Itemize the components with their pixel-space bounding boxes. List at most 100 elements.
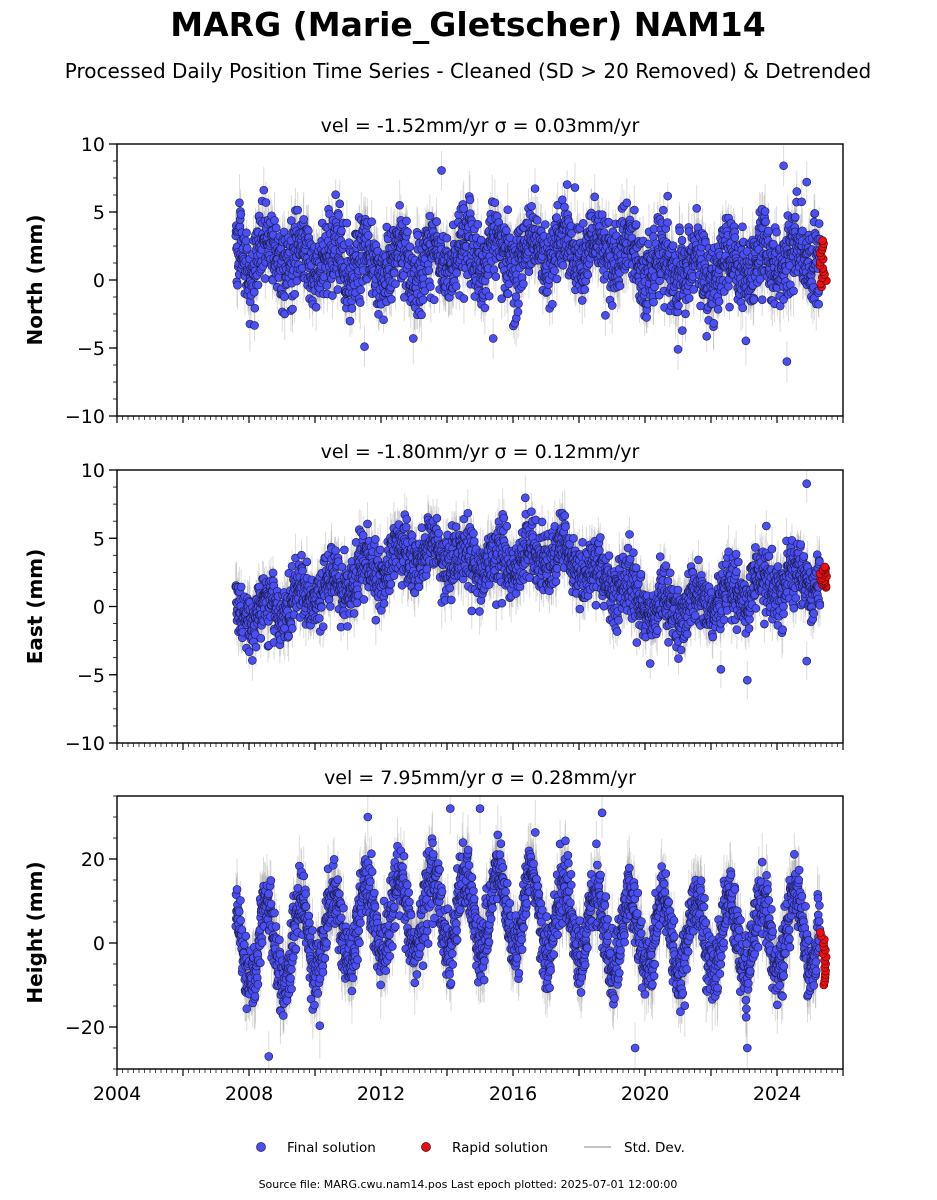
panel-title: vel = -1.52mm/yr σ = 0.03mm/yr [321,115,640,137]
final-solution-point [519,280,527,288]
final-solution-point [460,295,468,303]
final-solution-point [616,282,624,290]
final-solution-point [419,296,427,304]
final-solution-point [685,294,693,302]
final-solution-point [659,206,667,214]
final-solution-point [323,281,331,289]
final-solution-point [608,302,616,310]
final-solution-point [533,216,541,224]
final-solution-point [815,300,823,308]
final-solution-point [543,288,551,296]
figure-title: MARG (Marie_Gletscher) NAM14 [170,5,765,44]
final-solution-point [579,219,587,227]
final-solution-point [357,286,365,294]
final-solution-point [443,234,451,242]
final-solution-point [703,332,711,340]
final-solution-point [678,236,686,244]
final-solution-point [664,192,672,200]
final-solution-point [783,358,791,366]
final-solution-point [312,303,320,311]
final-solution-point [300,215,308,223]
final-solution-point [243,229,251,237]
final-solution-point [481,304,489,312]
figure-subtitle: Processed Daily Position Time Series - C… [65,59,871,83]
final-solution-point [780,162,788,170]
final-solution-point [739,304,747,312]
final-solution-point [289,305,297,313]
final-solution-point [261,275,269,283]
y-tick-label: 5 [93,202,105,224]
final-solution-point [674,345,682,353]
final-solution-point [234,281,242,289]
final-solution-point [336,200,344,208]
final-solution-point [438,166,446,174]
final-solution-point [571,184,579,192]
final-solution-point [452,282,460,290]
final-solution-point [380,316,388,324]
final-solution-point [815,220,823,228]
final-solution-point [426,212,434,220]
final-solution-point [260,186,268,194]
final-solution-point [346,317,354,325]
final-solution-point [361,343,369,351]
final-solution-point [345,239,353,247]
final-solution-point [332,191,340,199]
final-solution-point [756,275,764,283]
final-solution-point [430,296,438,304]
final-solution-point [674,302,682,310]
final-solution-point [291,290,299,298]
final-solution-point [402,217,410,225]
final-solution-point [294,206,302,214]
final-solution-point [649,233,657,241]
final-solution-point [558,196,566,204]
final-solution-point [406,243,414,251]
final-solution-point [237,211,245,219]
final-solution-point [492,273,500,281]
final-solution-point [601,311,609,319]
final-solution-point [425,267,433,275]
final-solution-point [489,334,497,342]
final-solution-point [714,305,722,313]
final-solution-point [584,271,592,279]
final-solution-point [581,286,589,294]
final-solution-point [343,219,351,227]
final-solution-point [348,304,356,312]
final-solution-point [272,224,280,232]
final-solution-point [251,304,259,312]
final-solution-point [235,199,243,207]
final-solution-point [623,199,631,207]
final-solution-point [742,337,750,345]
final-solution-point [750,296,758,304]
final-solution-point [678,327,686,335]
final-solution-point [762,218,770,226]
final-solution-point [793,188,801,196]
final-solution-point [337,227,345,235]
final-solution-point [403,228,411,236]
final-solution-point [710,319,718,327]
final-solution-point [676,227,684,235]
final-solution-point [541,221,549,229]
final-solution-point [731,234,739,242]
final-solution-point [803,178,811,186]
north-panel: vel = -1.52mm/yr σ = 0.03mm/yr North (mm)… [23,115,843,428]
final-solution-point [811,209,819,217]
final-solution-point [433,218,441,226]
final-solution-point [368,218,376,226]
final-solution-point [514,300,522,308]
y-tick-label: −10 [65,406,105,428]
final-solution-point [531,185,539,193]
final-solution-point [514,308,522,316]
final-solution-point [643,313,651,321]
final-solution-point [271,216,279,224]
y-axis-label: North (mm) [23,214,47,345]
final-solution-point [466,196,474,204]
final-solution-point [364,231,372,239]
final-solution-point [474,220,482,228]
final-solution-point [491,199,499,207]
final-solution-point [758,296,766,304]
final-solution-point [251,321,259,329]
final-solution-point [715,298,723,306]
final-solution-point [418,311,426,319]
final-solution-point [669,242,677,250]
final-solution-point [559,261,567,269]
